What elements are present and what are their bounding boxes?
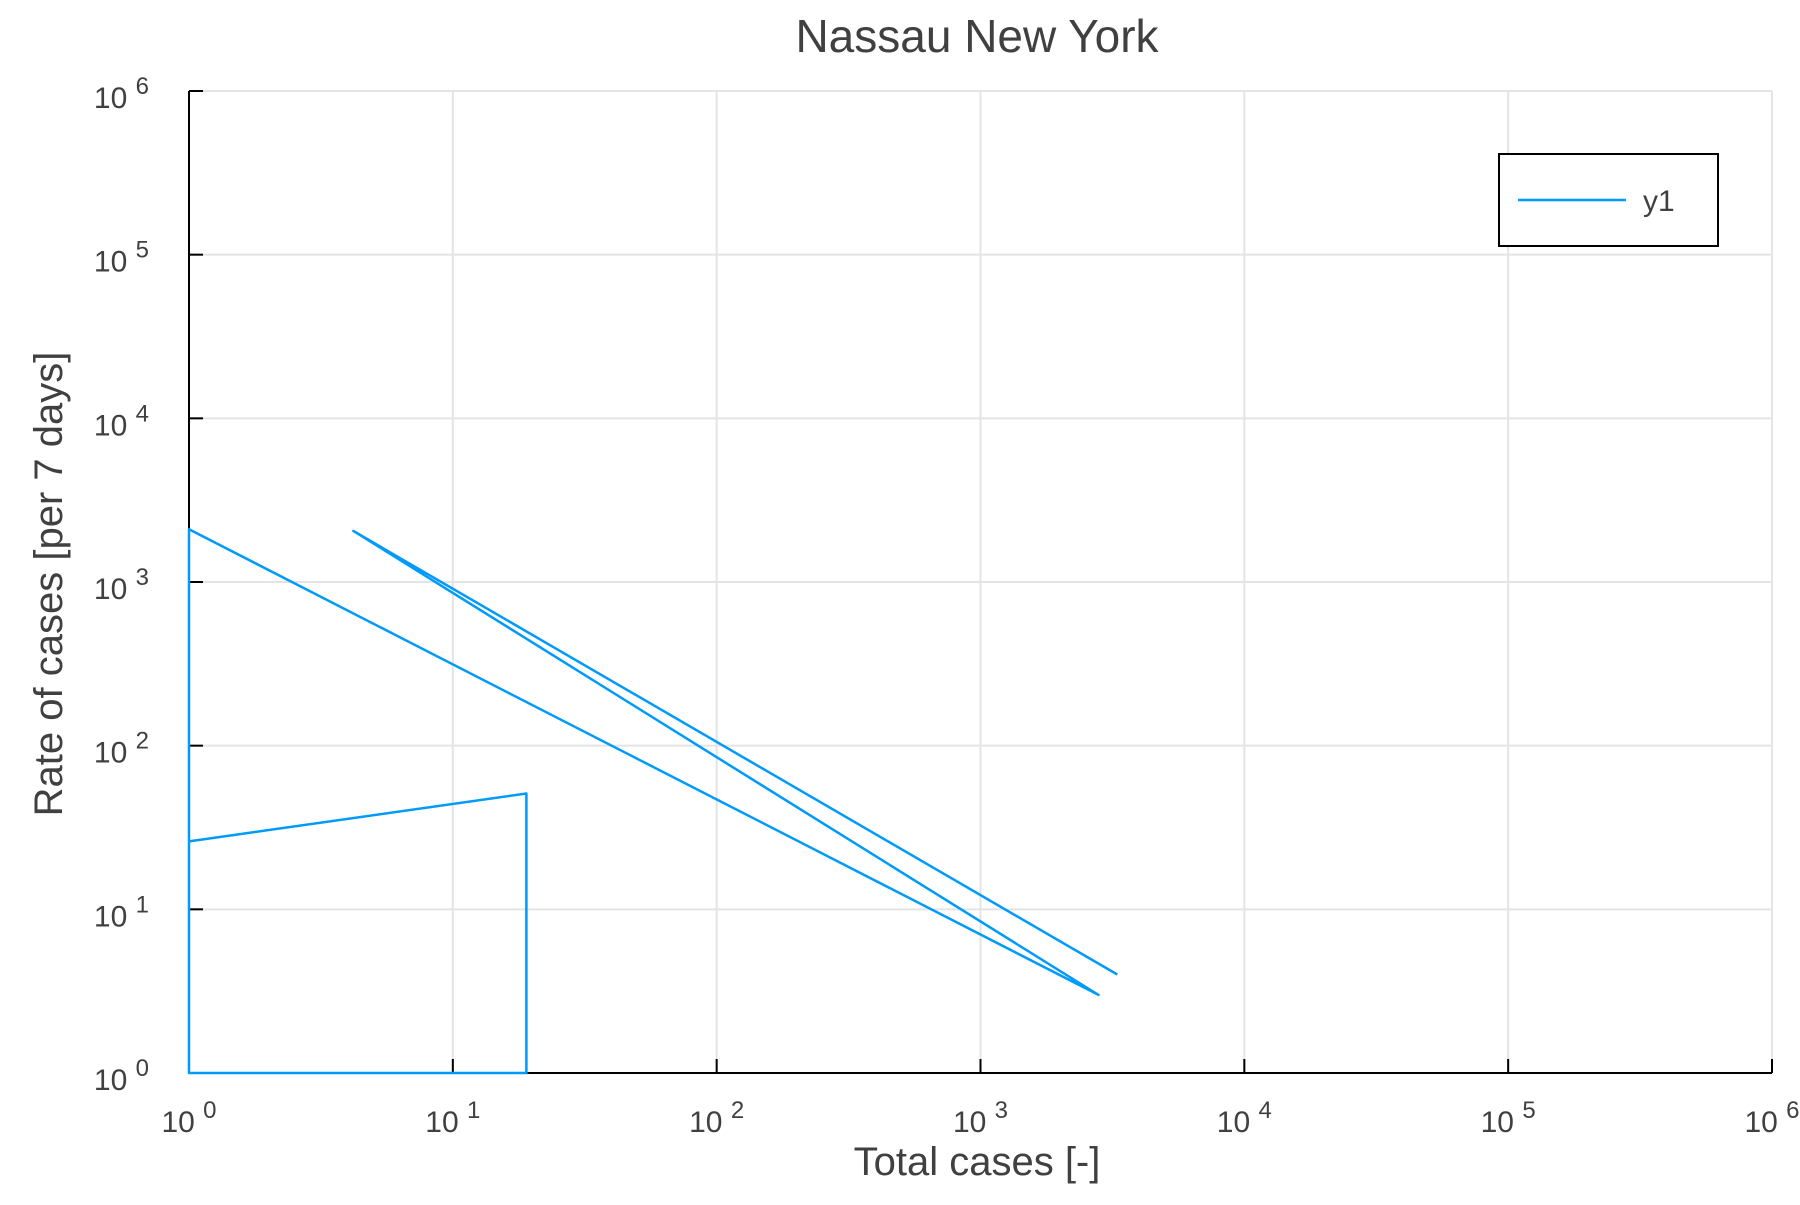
y-tick-label: 10 4 (94, 400, 149, 442)
x-tick-label: 10 1 (425, 1097, 480, 1139)
x-tick-label: 10 3 (953, 1097, 1008, 1139)
y-tick-label: 10 0 (94, 1055, 149, 1097)
x-tick-label: 10 5 (1481, 1097, 1536, 1139)
x-tick-label: 10 0 (161, 1097, 216, 1139)
x-tick-label: 10 4 (1217, 1097, 1272, 1139)
x-axis-label: Total cases [-] (854, 1140, 1101, 1184)
series-line-y1 (187, 528, 1118, 1075)
plot-area (187, 528, 1118, 1075)
y-tick-label: 10 6 (94, 73, 149, 115)
y-tick-label: 10 1 (94, 891, 149, 933)
legend: y1 (1498, 153, 1719, 247)
y-tick-label: 10 3 (94, 564, 149, 606)
y-axis-label: Rate of cases [per 7 days] (27, 352, 71, 817)
x-tick-label: 10 2 (689, 1097, 744, 1139)
x-tick-label: 10 6 (1744, 1097, 1799, 1139)
chart-title: Nassau New York (795, 10, 1159, 62)
tick-labels: 10 0 10 1 10 2 10 3 10 4 10 5 10 6 10 0 10 1 10 2… (94, 73, 1800, 1139)
y-tick-label: 10 2 (94, 728, 149, 770)
legend-label-y1: y1 (1643, 185, 1675, 218)
y-tick-label: 10 5 (94, 237, 149, 279)
